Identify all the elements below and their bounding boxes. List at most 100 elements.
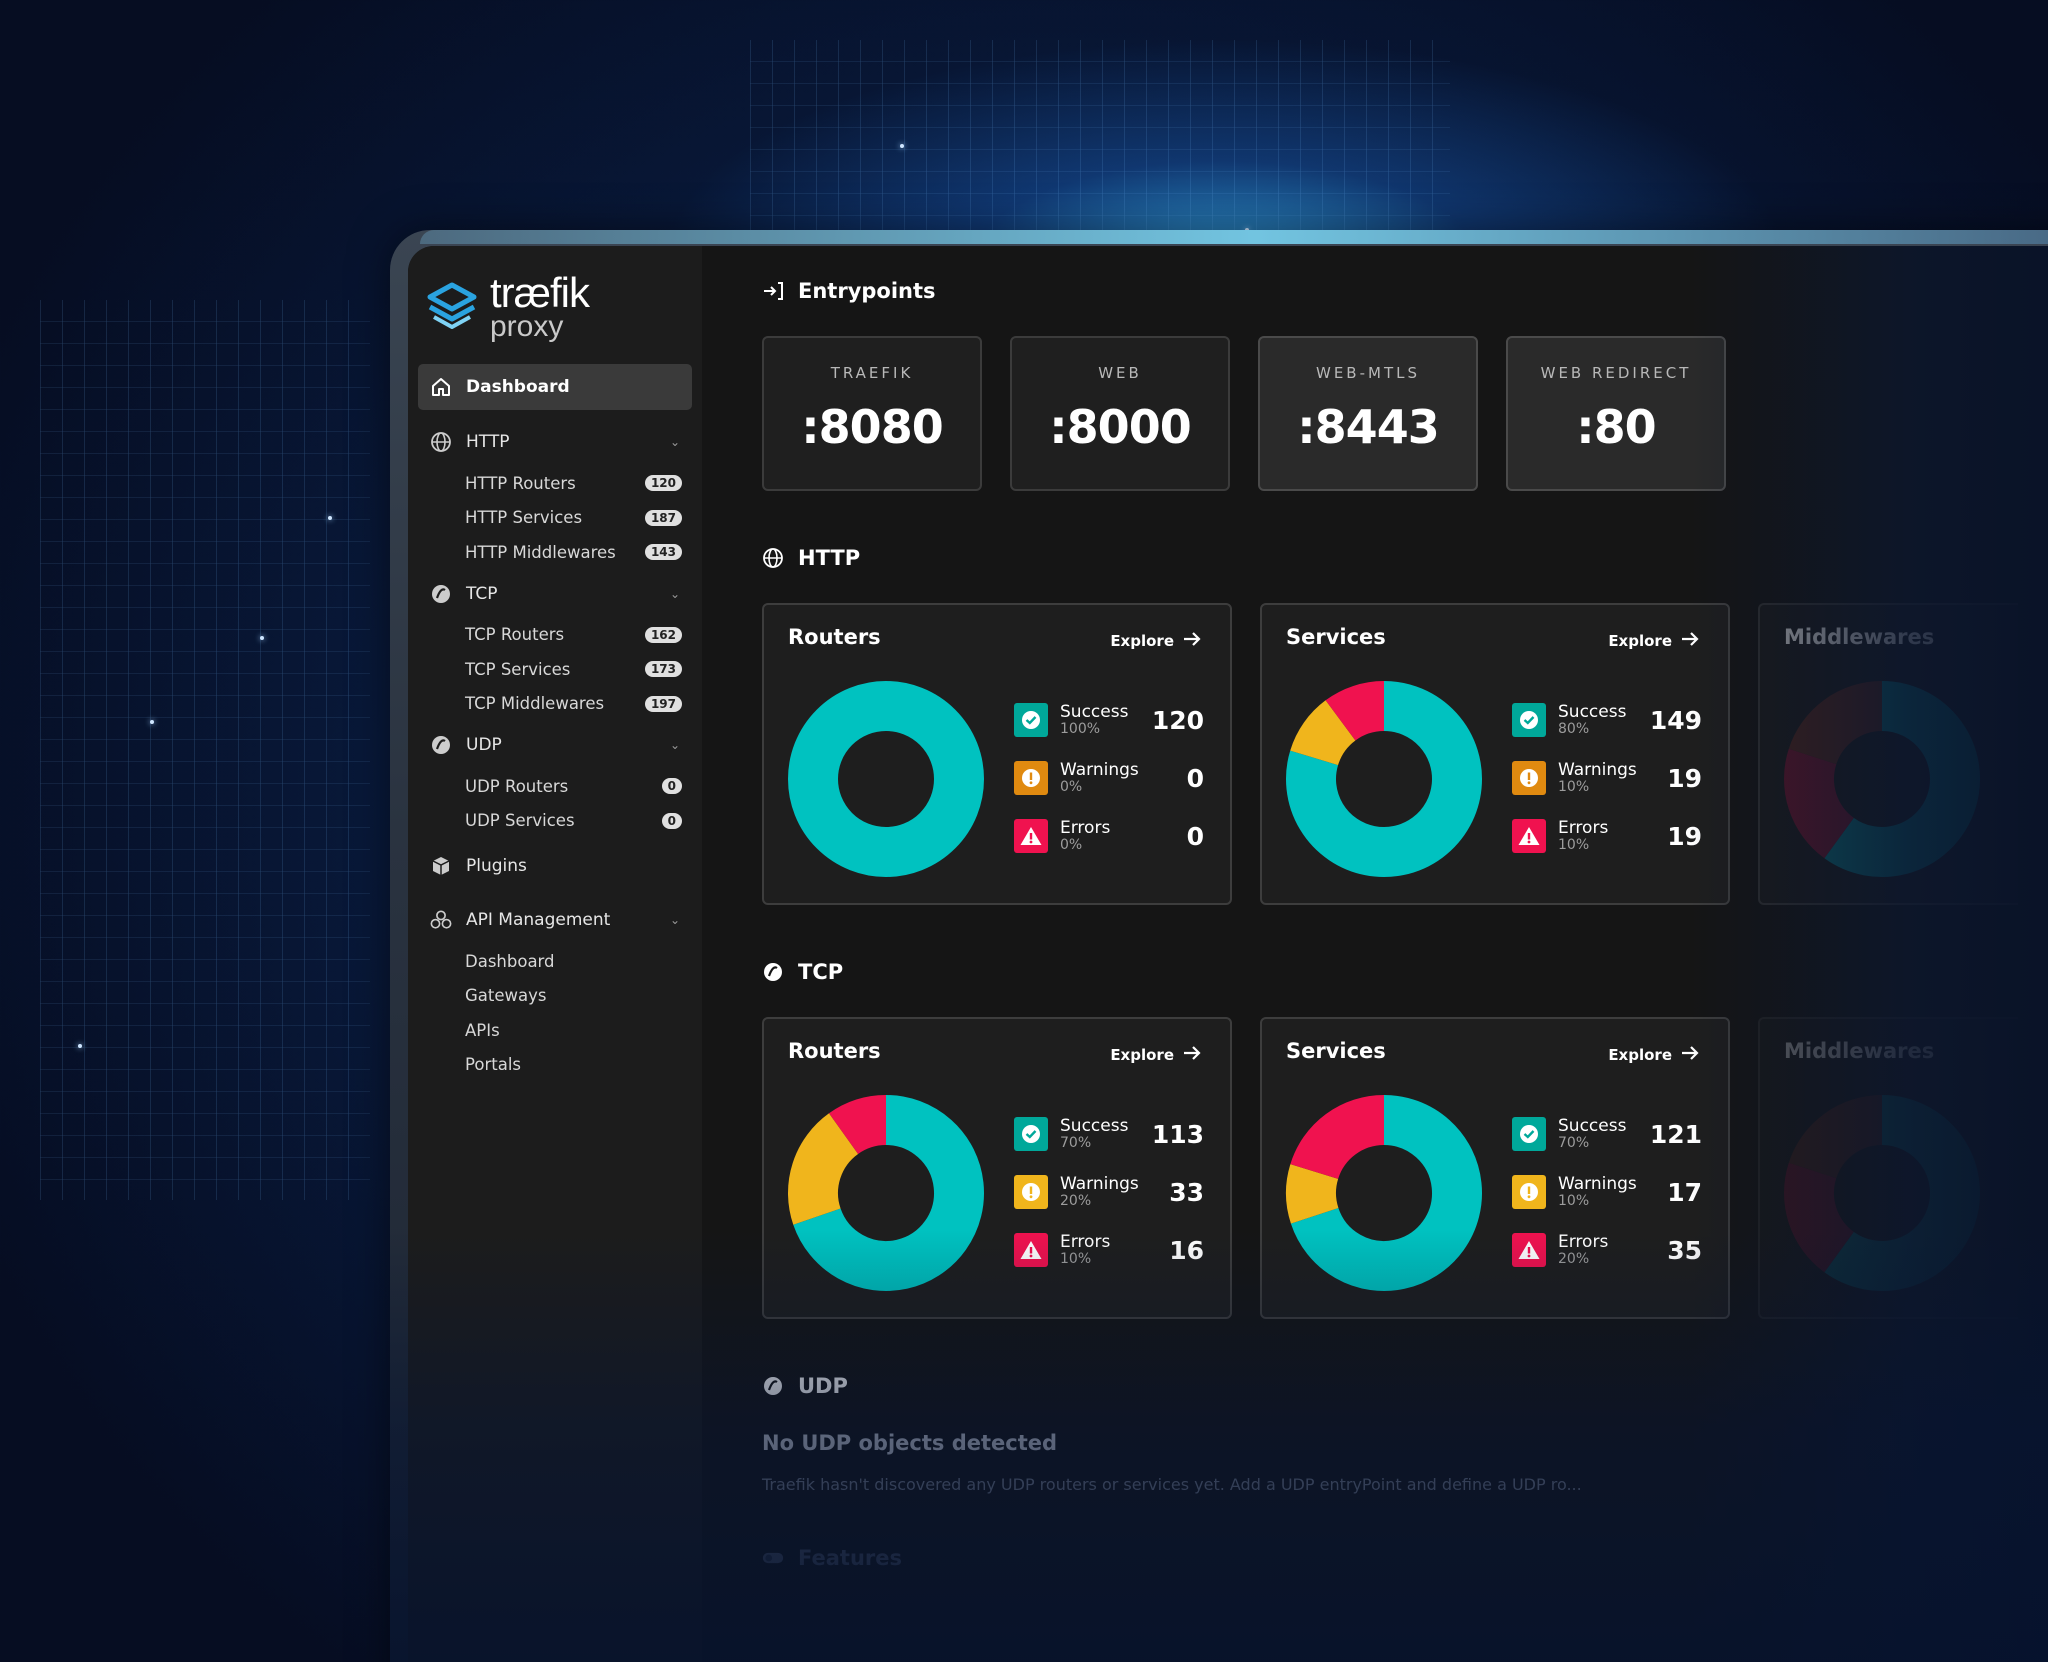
section-http-title: HTTP	[762, 543, 2048, 573]
sidebar-item-http-middlewares[interactable]: HTTP Middlewares 143	[418, 535, 692, 570]
explore-button[interactable]: Explore	[1110, 631, 1202, 651]
warning-segment	[1290, 700, 1357, 767]
sidebar-item-tcp-middlewares[interactable]: TCP Middlewares 197	[418, 687, 692, 722]
http-routers-card: Routers Explore Success 100% 120 Warnings 0% 0 E…	[762, 603, 1232, 905]
sidebar-item-label: UDP Routers	[465, 776, 569, 796]
home-icon	[430, 376, 452, 398]
entrypoint-card[interactable]: WEB REDIRECT:80	[1506, 336, 1726, 491]
sidebar-item-plugins[interactable]: Plugins	[418, 842, 692, 890]
chevron-down-icon: ⌄	[669, 586, 680, 601]
sidebar-item-udp-services[interactable]: UDP Services 0	[418, 804, 692, 839]
warning-icon	[1512, 761, 1546, 795]
legend-label: Errors	[1060, 1231, 1111, 1252]
entrypoint-name: WEB REDIRECT	[1540, 364, 1692, 382]
explore-label: Explore	[1110, 1046, 1174, 1064]
sidebar-group-http[interactable]: HTTP ⌄	[418, 418, 692, 466]
sidebar-item-portals[interactable]: Portals	[418, 1048, 692, 1083]
sidebar: træfik proxy Dashboard HTTP ⌄ HTTP Route…	[408, 246, 702, 1662]
sidebar-item-api-dashboard[interactable]: Dashboard	[418, 944, 692, 979]
sidebar-item-tcp-routers[interactable]: TCP Routers 162	[418, 618, 692, 653]
sidebar-item-dashboard[interactable]: Dashboard	[418, 364, 692, 410]
section-title-text: Features	[798, 1546, 902, 1570]
sidebar-item-label: HTTP Routers	[465, 473, 576, 493]
legend-row-success: Success 70% 113	[1014, 1105, 1204, 1163]
toggle-icon	[762, 1547, 784, 1569]
sidebar-item-gateways[interactable]: Gateways	[418, 979, 692, 1014]
explore-button[interactable]: Explore	[1608, 1045, 1700, 1065]
card-title: Services	[1286, 625, 1386, 649]
star	[260, 636, 264, 640]
sidebar-item-http-services[interactable]: HTTP Services 187	[418, 501, 692, 536]
circuit-pattern-left	[40, 300, 370, 1200]
section-features-title: Features	[762, 1546, 2048, 1570]
section-tcp-title: TCP	[762, 957, 2048, 987]
entrypoint-port: :8443	[1297, 400, 1439, 454]
entrypoints-list: TRAEFIK:8080 WEB:8000 WEB-MTLS:8443 WEB …	[762, 336, 2048, 491]
legend-row-errors: Errors 10% 16	[1014, 1221, 1204, 1279]
section-title-text: Entrypoints	[798, 279, 936, 303]
explore-label: Explore	[1608, 632, 1672, 650]
count-badge: 120	[644, 475, 682, 492]
arrow-right-icon	[1182, 1045, 1202, 1065]
legend-percent: 80%	[1558, 720, 1590, 737]
sidebar-item-apis[interactable]: APIs	[418, 1013, 692, 1048]
legend-percent: 0%	[1060, 836, 1083, 853]
explore-button[interactable]: Explore	[1110, 1045, 1202, 1065]
traefik-logo-icon	[427, 282, 477, 329]
sidebar-item-label: Portals	[465, 1055, 522, 1075]
status-legend: Success 70% 121 Warnings 10% 17 Errors 20% 35	[1512, 1105, 1702, 1279]
entrypoint-card[interactable]: TRAEFIK:8080	[762, 336, 982, 491]
legend-percent: 20%	[1060, 1192, 1092, 1209]
main-content: Entrypoints TRAEFIK:8080 WEB:8000 WEB-MT…	[702, 246, 2048, 1662]
legend-label: Errors	[1060, 817, 1111, 838]
warning-segment	[1286, 1164, 1339, 1224]
legend-row-errors: Errors 0% 0	[1014, 807, 1204, 865]
count-badge: 197	[644, 695, 682, 712]
tcp-cards: Routers Explore Success 70% 113 Warnings 20% 33…	[762, 1017, 2048, 1319]
star	[150, 720, 154, 724]
legend-percent: 10%	[1558, 836, 1590, 853]
entrypoint-card[interactable]: WEB-MTLS:8443	[1258, 336, 1478, 491]
sidebar-group-label: HTTP	[466, 432, 510, 452]
sidebar-group-api-management[interactable]: API Management ⌄	[418, 896, 692, 944]
sidebar-group-label: UDP	[466, 735, 502, 755]
sidebar-item-label: HTTP Services	[465, 508, 583, 528]
tcp-routers-card: Routers Explore Success 70% 113 Warnings 20% 33…	[762, 1017, 1232, 1319]
legend-value: 19	[1667, 821, 1702, 851]
legend-label: Success	[1060, 701, 1129, 722]
success-icon	[1014, 1117, 1048, 1151]
sidebar-item-http-routers[interactable]: HTTP Routers 120	[418, 466, 692, 501]
sidebar-item-label: HTTP Middlewares	[465, 542, 616, 562]
entrypoint-icon	[762, 280, 784, 302]
error-icon	[1512, 1233, 1546, 1267]
brand-logo[interactable]: træfik proxy	[418, 266, 692, 364]
sidebar-group-tcp[interactable]: TCP ⌄	[418, 570, 692, 618]
sidebar-item-udp-routers[interactable]: UDP Routers 0	[418, 769, 692, 804]
success-icon	[1014, 703, 1048, 737]
section-entrypoints-title: Entrypoints	[762, 276, 2048, 306]
entrypoint-card[interactable]: WEB:8000	[1010, 336, 1230, 491]
error-segment	[1788, 1095, 1884, 1180]
legend-row-success: Success 80% 149	[1512, 691, 1702, 749]
sidebar-item-label: Gateways	[465, 986, 547, 1006]
arrow-right-icon	[1182, 631, 1202, 651]
udp-empty-title: No UDP objects detected	[762, 1431, 1058, 1455]
legend-row-success: Success 70% 121	[1512, 1105, 1702, 1163]
sidebar-group-udp[interactable]: UDP ⌄	[418, 721, 692, 769]
explore-label: Explore	[1110, 632, 1174, 650]
error-icon	[1014, 819, 1048, 853]
explore-button[interactable]: Explore	[1608, 631, 1700, 651]
sidebar-item-tcp-services[interactable]: TCP Services 173	[418, 652, 692, 687]
sidebar-item-label: Plugins	[466, 856, 527, 876]
http-cards: Routers Explore Success 100% 120 Warnings 0% 0 E…	[762, 603, 2048, 905]
legend-row-success: Success 100% 120	[1014, 691, 1204, 749]
status-donut-chart	[788, 681, 984, 877]
legend-label: Success	[1060, 1115, 1129, 1136]
globe-icon	[762, 547, 784, 569]
arrow-right-icon	[1680, 1045, 1700, 1065]
status-donut-chart	[1286, 1095, 1482, 1291]
error-segment	[1325, 681, 1386, 742]
legend-row-warnings: Warnings 20% 33	[1014, 1163, 1204, 1221]
section-title-text: HTTP	[798, 546, 861, 570]
count-badge: 187	[644, 509, 682, 526]
